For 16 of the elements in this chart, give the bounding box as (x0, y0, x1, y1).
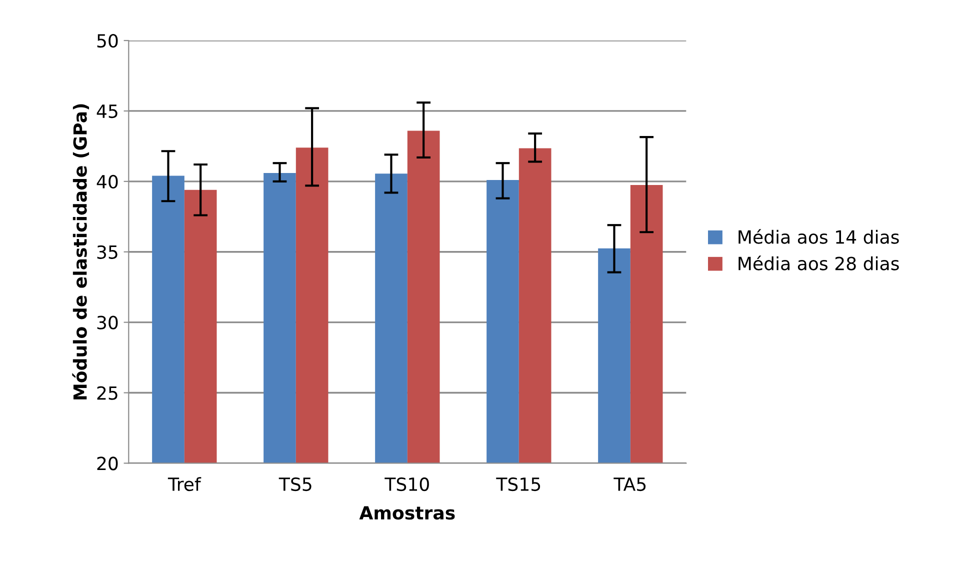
y-tick-label: 20 (97, 456, 118, 470)
y-tick-label: 50 (97, 34, 118, 48)
x-tick-label: TS5 (278, 477, 312, 492)
legend-label: Média aos 28 dias (738, 256, 899, 270)
y-tick-label: 25 (97, 386, 118, 400)
y-tick-label: 40 (96, 174, 118, 189)
y-axis-title: Módulo de elasticidade (GPa) (72, 104, 90, 400)
x-tick-label: Tref (168, 477, 202, 492)
legend-label: Média aos 14 dias (738, 229, 899, 244)
x-tick-label: TS10 (384, 477, 429, 492)
y-tick-label: 45 (96, 104, 118, 118)
x-axis-title: Amostras (359, 506, 455, 520)
y-tick-label: 30 (97, 316, 118, 330)
x-tick-label: TA5 (614, 478, 646, 492)
x-tick-label: TS15 (496, 477, 540, 492)
y-tick-label: 35 (97, 245, 118, 259)
